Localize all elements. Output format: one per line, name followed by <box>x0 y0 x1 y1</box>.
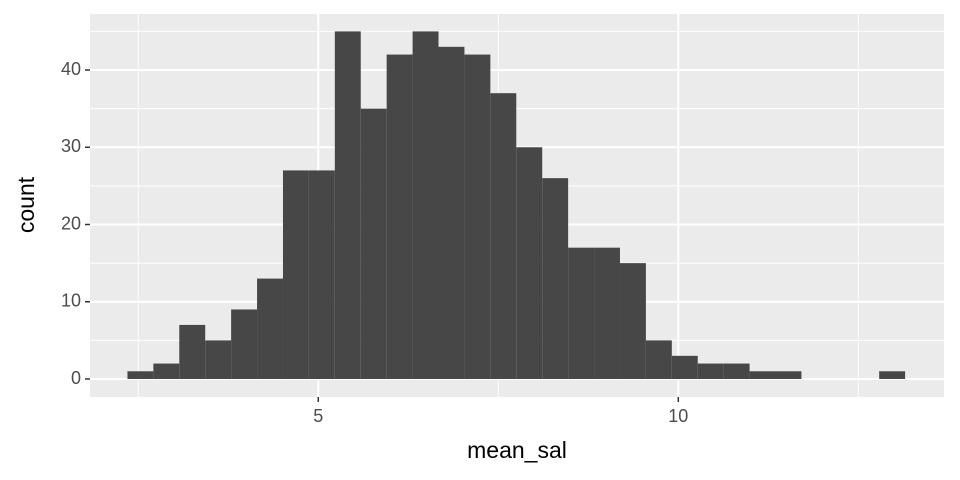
bar <box>127 371 154 380</box>
y-tick-label: 0 <box>71 368 81 388</box>
bar <box>749 371 776 380</box>
x-tick-label: 5 <box>313 406 323 426</box>
bar <box>257 278 283 380</box>
bar <box>619 263 646 380</box>
y-tick-label: 20 <box>61 213 81 233</box>
bar <box>697 363 724 380</box>
bar <box>645 340 672 380</box>
bar <box>542 178 569 380</box>
bar <box>360 108 387 380</box>
bar <box>516 147 543 380</box>
bar <box>386 54 413 380</box>
bar <box>308 170 335 380</box>
bar <box>594 247 620 380</box>
bar <box>568 247 595 380</box>
bar <box>179 324 206 380</box>
x-tick-label: 10 <box>668 406 688 426</box>
bar <box>723 363 750 380</box>
bar <box>879 371 906 380</box>
bar <box>334 31 361 380</box>
y-tick-label: 40 <box>61 59 81 79</box>
bar <box>464 54 491 380</box>
y-axis-title: count <box>13 176 39 233</box>
bar <box>438 46 465 380</box>
bar <box>153 363 180 380</box>
bar <box>231 309 258 380</box>
bar <box>412 31 439 380</box>
y-tick-label: 30 <box>61 136 81 156</box>
bar <box>490 93 517 380</box>
x-axis-title: mean_sal <box>467 437 567 463</box>
bar <box>282 170 309 380</box>
bar <box>671 355 698 380</box>
bar <box>775 371 802 380</box>
y-tick-label: 10 <box>61 291 81 311</box>
bar <box>205 340 232 380</box>
